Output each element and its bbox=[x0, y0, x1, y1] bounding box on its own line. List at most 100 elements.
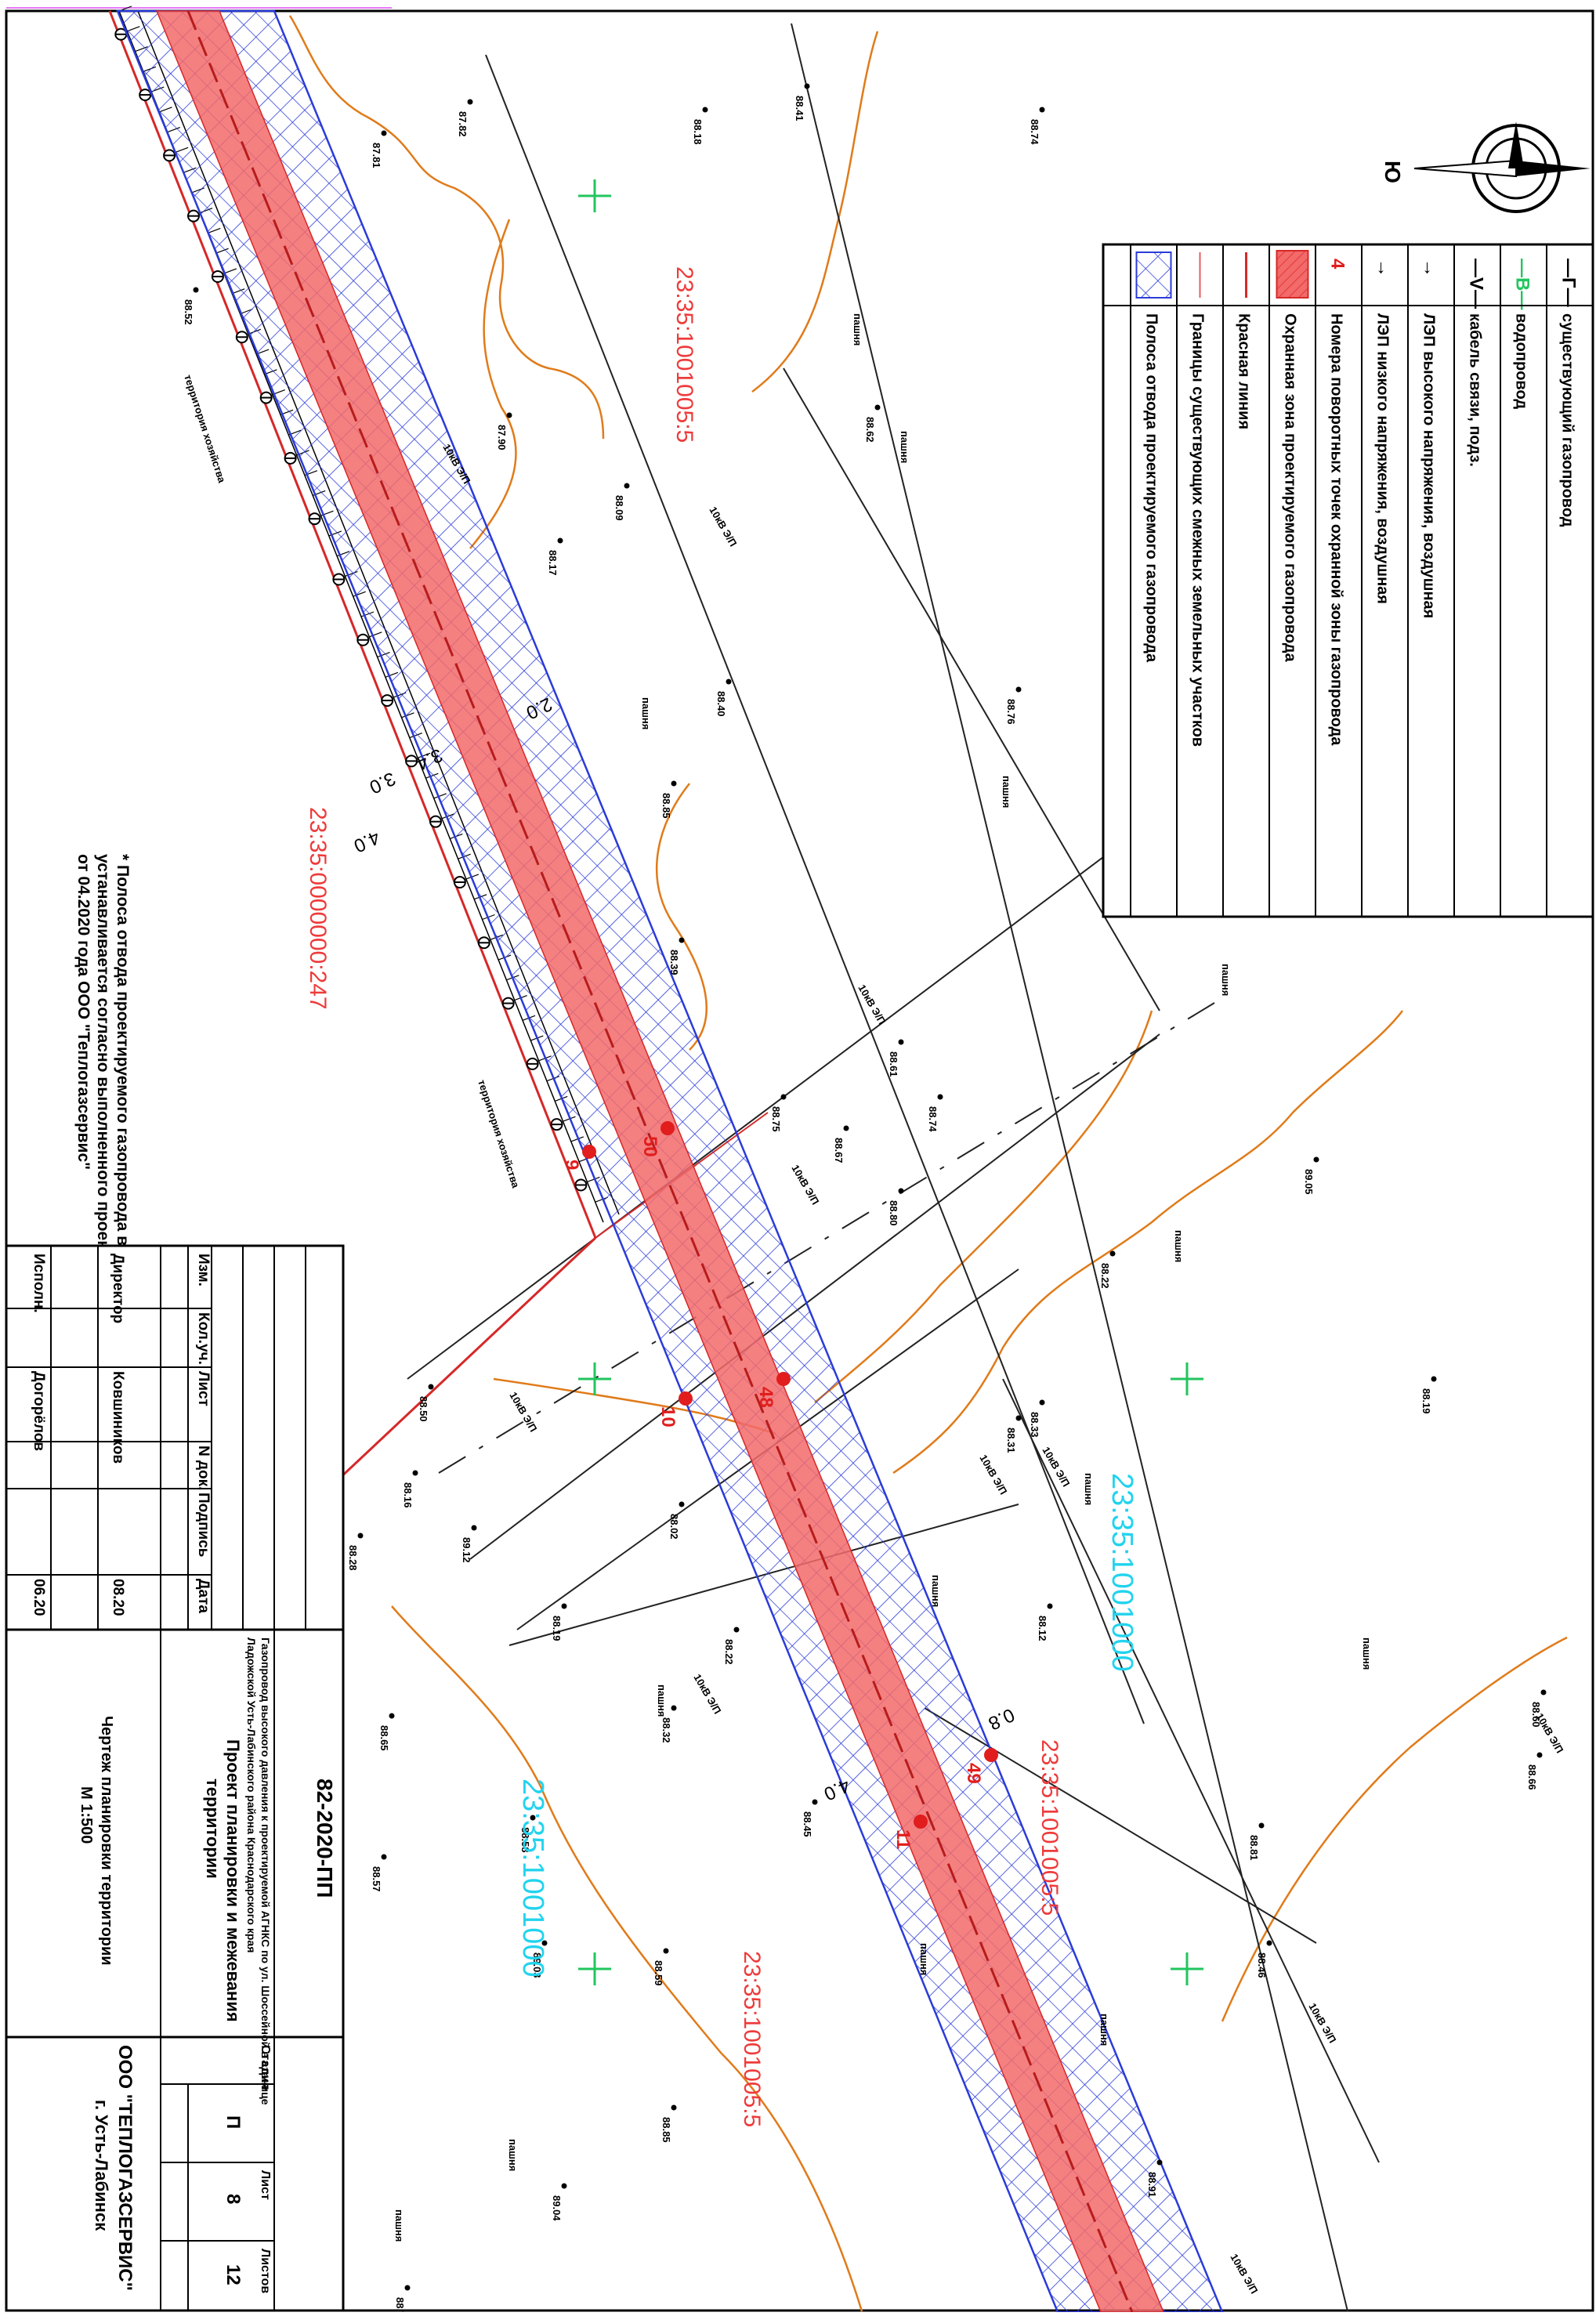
legend-symbol: —Г— bbox=[1558, 259, 1580, 307]
manhole-icon bbox=[284, 451, 297, 465]
elevation-point: 88.57 bbox=[371, 1854, 387, 1892]
elevation-point: 89.04 bbox=[551, 2183, 567, 2221]
turn-point-marker bbox=[914, 1815, 928, 1829]
north-arrow: Ю bbox=[1381, 121, 1591, 213]
arable-land-label: пашня bbox=[930, 1575, 942, 1607]
title-block: Изм. Кол.уч. Лист N док. Подпись Дата Ди… bbox=[5, 1244, 345, 2312]
grid-crosses bbox=[578, 179, 1203, 1985]
power-line-label: 10кВ Э/П bbox=[977, 1453, 1009, 1496]
tb-stage-label: Стадия bbox=[259, 2045, 272, 2090]
elevation-point: 88.16 bbox=[402, 1470, 418, 1508]
elevation-label: 88.80 bbox=[888, 1200, 899, 1226]
elevation-label: 88.57 bbox=[371, 1866, 382, 1892]
elevation-label: 88.02 bbox=[668, 1514, 680, 1540]
turn-point-label: 9 bbox=[561, 1160, 582, 1170]
sheet-frame bbox=[5, 9, 1594, 2312]
manhole-icon bbox=[211, 270, 224, 283]
elevation-label: 88.66 bbox=[1526, 1764, 1538, 1790]
dimension-label: 3.0 bbox=[366, 768, 399, 798]
tb-sheets-label: Листов bbox=[259, 2249, 272, 2293]
legend-item-label: Границы существующих смежных земельных у… bbox=[1189, 313, 1207, 747]
elevation-label: 88.78 bbox=[394, 2297, 406, 2312]
elevation-point: 88.74 bbox=[927, 1094, 943, 1132]
elevation-label: 88.17 bbox=[547, 550, 559, 576]
elevation-label: 89.05 bbox=[1303, 1169, 1315, 1195]
turn-point-label: 11 bbox=[892, 1829, 914, 1849]
elevation-label: 88.61 bbox=[888, 1051, 899, 1077]
elevation-point: 88.50 bbox=[418, 1384, 434, 1422]
elevation-label: 87.90 bbox=[496, 425, 508, 451]
elevation-label: 88.41 bbox=[794, 96, 805, 121]
manhole-icon bbox=[501, 997, 515, 1010]
elevation-point: 88.31 bbox=[1005, 1415, 1022, 1453]
manhole-icon bbox=[550, 1118, 563, 1131]
elevation-label: 88.40 bbox=[715, 691, 727, 717]
arable-land-label: пашня bbox=[918, 1943, 930, 1975]
elevation-point: 88.81 bbox=[1248, 1822, 1265, 1861]
territory-label: территория хозяйства bbox=[476, 1078, 522, 1189]
elevation-point: 88.58 bbox=[519, 1815, 536, 1853]
turn-point-marker bbox=[679, 1391, 693, 1406]
elevation-label: 88.33 bbox=[1029, 1412, 1040, 1438]
legend: —Г— существующий газопровод —В— водопровод —… bbox=[1102, 243, 1594, 918]
tb-executor-name: Догорёлов bbox=[31, 1371, 47, 1451]
elevation-point: 88.32 bbox=[660, 1705, 677, 1743]
elevation-point: 88.22 bbox=[723, 1627, 740, 1665]
elevation-label: 88.81 bbox=[1248, 1835, 1260, 1861]
elevation-point: 88.67 bbox=[833, 1125, 849, 1163]
legend-symbol: → bbox=[1373, 259, 1395, 277]
legend-symbol: 4 bbox=[1327, 259, 1348, 270]
elevation-point: 89.03 bbox=[531, 1940, 548, 1978]
parcel-number: 23:35:1001005:5 bbox=[671, 266, 697, 443]
elevation-label: 88.52 bbox=[183, 299, 194, 325]
manhole-icon bbox=[187, 209, 200, 223]
arable-land-label: пашня bbox=[393, 2209, 405, 2242]
legend-item-label: Красная линия bbox=[1236, 313, 1253, 429]
legend-symbol: → bbox=[1420, 259, 1441, 277]
tb-project: Проект планировки и межевания bbox=[223, 1739, 243, 2022]
tb-doc-code: 82-2020-ПП bbox=[313, 1779, 337, 1898]
elevation-label: 88.32 bbox=[660, 1717, 672, 1743]
elevation-point: 88.39 bbox=[668, 937, 685, 975]
elevation-label: 88.16 bbox=[402, 1482, 414, 1508]
tb-project-2: территории bbox=[203, 1779, 223, 1879]
arable-land-label: пашня bbox=[1001, 776, 1012, 808]
legend-item-label: существующий газопровод bbox=[1559, 313, 1576, 527]
elevation-point: 88.12 bbox=[1037, 1603, 1053, 1641]
turn-point-label: 48 bbox=[755, 1387, 776, 1408]
turn-point-marker bbox=[660, 1121, 675, 1135]
elevation-label: 88.59 bbox=[653, 1960, 664, 1986]
tb-sheets: 12 bbox=[223, 2264, 244, 2285]
tb-sheet: 8 bbox=[223, 2194, 244, 2204]
manhole-icon bbox=[332, 573, 346, 586]
legend-symbol: —V— bbox=[1466, 259, 1487, 309]
tb-header-sign: Подпись bbox=[195, 1493, 212, 1557]
power-line-label: 10кВ Э/П bbox=[507, 1390, 539, 1434]
elevation-point: 88.62 bbox=[864, 404, 881, 443]
svg-text:→: → bbox=[1373, 259, 1395, 277]
elevation-point: 88.61 bbox=[888, 1039, 904, 1077]
tb-sheet-label: Лист bbox=[259, 2170, 272, 2200]
arable-land-label: пашня bbox=[507, 2139, 519, 2171]
manhole-icon bbox=[381, 694, 394, 707]
tb-executor-date: 06.20 bbox=[31, 1579, 47, 1616]
elevation-point: 88.91 bbox=[1146, 2159, 1163, 2198]
elevation-point: 88.52 bbox=[183, 287, 199, 325]
tb-director-name: Ковшиников bbox=[110, 1371, 126, 1464]
elevation-point: 88.40 bbox=[715, 679, 732, 717]
power-line-label: 10кВ Э/П bbox=[1533, 1711, 1565, 1755]
elevation-label: 88.45 bbox=[802, 1811, 813, 1837]
elevation-point: 88.74 bbox=[1029, 107, 1045, 145]
elevation-point: 87.90 bbox=[496, 412, 512, 451]
elevation-point: 88.78 bbox=[394, 2285, 411, 2316]
turn-point: 11 bbox=[892, 1815, 928, 1849]
elevation-point: 88.66 bbox=[1526, 1752, 1543, 1790]
manhole-icon bbox=[308, 512, 321, 526]
dimension-label: 0.8 bbox=[985, 1704, 1018, 1735]
turn-point: 9 bbox=[561, 1145, 596, 1170]
manhole-icon bbox=[453, 875, 466, 888]
tb-header-date: Дата bbox=[195, 1579, 212, 1613]
elevation-label: 88.50 bbox=[418, 1396, 429, 1422]
elevation-point: 88.19 bbox=[551, 1603, 567, 1641]
